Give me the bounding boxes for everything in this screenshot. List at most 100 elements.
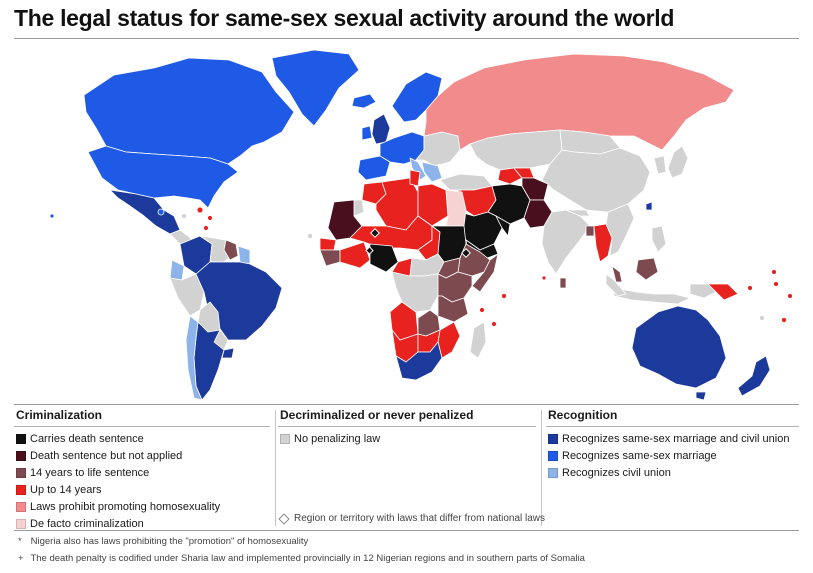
region-sri-lanka [559,277,567,289]
legend-heading-criminalization: Criminalization [14,405,270,427]
region-indochina [605,203,635,257]
legend-heading-decriminalized: Decriminalized or never penalized [278,405,536,427]
legend-decriminalized: Decriminalized or never penalized No pen… [278,405,536,447]
region-caribbean-e [203,225,209,231]
region-note-text: Region or territory with laws that diffe… [294,513,546,524]
region-png [707,283,739,301]
region-balkans [421,161,443,183]
region-taiwan [645,201,653,211]
region-tasmania [695,391,707,401]
region-philippines [651,225,667,253]
legend-item-recog-2: Recognizes civil union [546,464,799,481]
region-tanzania [437,295,469,323]
legend-separator-right [541,410,542,526]
legend-item-decrim-0: No penalizing law [278,430,536,447]
region-cape-verde [307,233,313,239]
region-nigeria [369,243,399,273]
region-pacific-b [773,281,779,287]
region-gulf-states [495,215,511,237]
region-korea [653,155,667,175]
region-india [541,209,591,275]
footnote-1: * Nigeria also has laws prohibiting the … [18,536,308,547]
legend-item-crim-0: Carries death sentence [14,430,270,447]
legend-swatch-crim-2 [16,467,26,478]
legend-swatch-decrim-0 [280,433,290,444]
legend-label-crim-2: 14 years to life sentence [30,466,150,479]
legend-item-crim-5: De facto criminalization [14,515,270,532]
page-title: The legal status for same-sex sexual act… [14,5,675,31]
legend-label-crim-4: Laws prohibit promoting homosexuality [30,500,221,513]
region-maldives [541,275,547,281]
region-marker-kenya [365,246,374,255]
footnote-2-marker: + [18,553,24,564]
region-pacific-c [747,285,753,291]
region-chile [185,315,203,401]
region-caribbean-a [196,206,204,214]
region-pacific-e [759,315,765,321]
region-egypt [445,189,467,227]
region-peru [169,273,205,317]
footnote-1-text: Nigeria also has laws prohibiting the "p… [30,536,309,547]
legend-swatch-recog-2 [548,467,558,478]
region-comoros [479,307,485,313]
footnote-divider [14,530,799,531]
legend-swatch-recog-0 [548,433,558,444]
legend-label-recog-2: Recognizes civil union [562,466,671,479]
legend-swatch-crim-4 [16,501,26,512]
legend-swatch-crim-3 [16,484,26,495]
region-borneo [635,257,659,281]
region-russia [423,53,735,151]
legend-label-crim-1: Death sentence but not applied [30,449,183,462]
legend-item-crim-3: Up to 14 years [14,481,270,498]
legend-criminalization: Criminalization Carries death sentence De… [14,405,270,532]
region-pacific-d [781,317,787,323]
diamond-icon [278,512,290,525]
region-madagascar [469,321,487,359]
legend-recognition: Recognition Recognizes same-sex marriage… [546,405,799,481]
legend-divider [14,404,799,405]
region-caribbean-b [207,215,213,221]
region-turkmenistan [497,167,523,185]
legend-swatch-recog-1 [548,450,558,461]
region-china [541,147,651,213]
legend-item-crim-4: Laws prohibit promoting homosexuality [14,498,270,515]
region-somalia [471,253,499,293]
footnote-2: + The death penalty is codified under Sh… [18,553,585,564]
legend-label-recog-1: Recognizes same-sex marriage [562,449,717,462]
legend-label-crim-5: De facto criminalization [30,517,144,530]
region-guyana [223,239,239,261]
region-papua [689,283,717,299]
region-iceland [351,93,377,109]
region-bangladesh [585,225,595,237]
region-iran [487,183,531,225]
legend-swatch-crim-0 [16,433,26,444]
legend-item-recog-1: Recognizes same-sex marriage [546,447,799,464]
legend-separator-left [275,410,276,526]
region-south-africa [395,341,443,381]
legend-swatch-crim-5 [16,518,26,529]
legend-label-crim-0: Carries death sentence [30,432,144,445]
region-australia [631,305,727,389]
region-greenland [271,49,360,127]
region-mauritius [491,321,497,327]
region-tunisia [409,169,421,187]
region-malaysia [611,265,623,283]
region-japan [667,145,689,179]
legend-label-recog-0: Recognizes same-sex marriage and civil u… [562,432,790,445]
world-map [14,40,799,402]
region-iberia [357,155,391,181]
region-seychelles [501,293,507,299]
title-divider [14,38,799,39]
legend-label-crim-3: Up to 14 years [30,483,102,496]
region-indonesia [613,287,691,305]
region-ireland [361,125,373,141]
region-pacific-f [787,293,793,299]
legend-label-decrim-0: No penalizing law [294,432,381,445]
region-congo [391,271,439,313]
region-pacific-a [771,269,777,275]
region-hawaii [49,213,55,219]
legend-heading-recognition: Recognition [546,405,799,427]
region-note: Region or territory with laws that diffe… [278,512,546,525]
region-caribbean-c [181,213,187,219]
footnote-2-text: The death penalty is codified under Shar… [30,553,585,564]
